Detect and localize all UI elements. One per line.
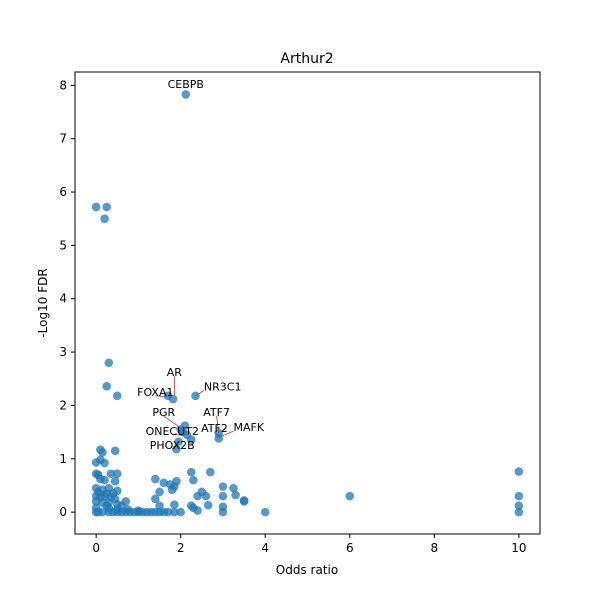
data-point [514, 501, 524, 511]
data-point [102, 381, 112, 391]
data-point [106, 469, 116, 479]
data-point [231, 490, 240, 500]
data-point [174, 437, 183, 447]
data-point [345, 491, 355, 501]
data-point [110, 476, 120, 486]
data-point [514, 507, 524, 517]
y-tick-label: 2 [59, 398, 67, 412]
annotation-label: ATF2 [201, 422, 228, 435]
annotation-label: ATF7 [203, 406, 230, 419]
data-point [112, 391, 122, 401]
y-tick-label: 0 [59, 505, 67, 519]
annotation-labels: CEBPB AR NR3C1 FOXA1 PGR ATF7 ATF2 MAFK ONECUT2P… [137, 78, 265, 452]
x-axis-label: Odds ratio [276, 563, 338, 577]
y-tick-label: 7 [59, 132, 67, 146]
data-point [155, 501, 164, 511]
data-point [155, 487, 164, 497]
data-point [167, 485, 177, 495]
data-point [98, 507, 107, 517]
annotation-label: MAFK [234, 421, 265, 434]
data-point [91, 497, 101, 506]
data-point [239, 497, 249, 506]
y-tick-label: 4 [59, 292, 67, 306]
data-points [91, 90, 524, 517]
data-point [201, 491, 211, 501]
data-point [98, 448, 107, 457]
data-point [172, 444, 181, 454]
data-point [218, 491, 228, 501]
data-point [151, 494, 160, 504]
data-point [214, 434, 224, 443]
data-point [514, 491, 524, 501]
data-point [163, 507, 173, 517]
annotation-label: NR3C1 [204, 380, 242, 393]
data-point [186, 435, 196, 444]
data-point [514, 467, 524, 476]
data-point [102, 202, 112, 212]
annotation-label: AR [167, 366, 183, 379]
x-tick-label: 4 [261, 541, 269, 555]
y-tick-label: 3 [59, 345, 67, 359]
y-tick-label: 6 [59, 185, 67, 199]
data-point [112, 469, 122, 479]
y-tick-label: 1 [59, 452, 67, 466]
x-tick-label: 6 [346, 541, 354, 555]
data-point [100, 214, 109, 224]
x-tick-label: 2 [177, 541, 185, 555]
y-axis-ticks: 0 1 2 3 4 5 6 7 8 [59, 78, 75, 519]
data-point [151, 474, 160, 484]
data-point [193, 491, 202, 501]
x-axis-ticks: 0 2 4 6 8 10 [92, 534, 527, 555]
annotation-label: FOXA1 [137, 386, 173, 399]
y-tick-label: 5 [59, 238, 67, 252]
data-point [110, 446, 120, 456]
data-point [203, 500, 213, 510]
data-point [205, 467, 215, 477]
data-point [91, 202, 101, 212]
y-axis-label: -Log10 FDR [36, 268, 50, 337]
data-point [100, 475, 109, 485]
annotation-label: PHOX2B [150, 439, 195, 452]
data-point [260, 507, 270, 517]
data-point [100, 458, 109, 468]
chart-title: Arthur2 [280, 51, 333, 67]
data-point [176, 507, 185, 517]
annotation-label: PGR [152, 406, 175, 419]
data-point [218, 482, 228, 491]
data-point [104, 358, 114, 368]
data-point [193, 506, 202, 515]
data-point [170, 507, 179, 517]
data-point [170, 500, 179, 509]
data-point [229, 483, 238, 493]
data-point [168, 394, 178, 404]
annotation-label: ONECUT2 [146, 425, 199, 438]
data-point [189, 475, 198, 485]
data-point [186, 467, 196, 477]
x-tick-label: 8 [430, 541, 438, 555]
x-tick-label: 10 [511, 541, 526, 555]
data-point [181, 90, 191, 99]
data-point [218, 507, 228, 517]
plot-area-frame [74, 71, 541, 535]
data-point [191, 391, 200, 401]
y-tick-label: 8 [59, 78, 67, 92]
annotation-label: CEBPB [168, 78, 204, 91]
x-tick-label: 0 [92, 541, 100, 555]
